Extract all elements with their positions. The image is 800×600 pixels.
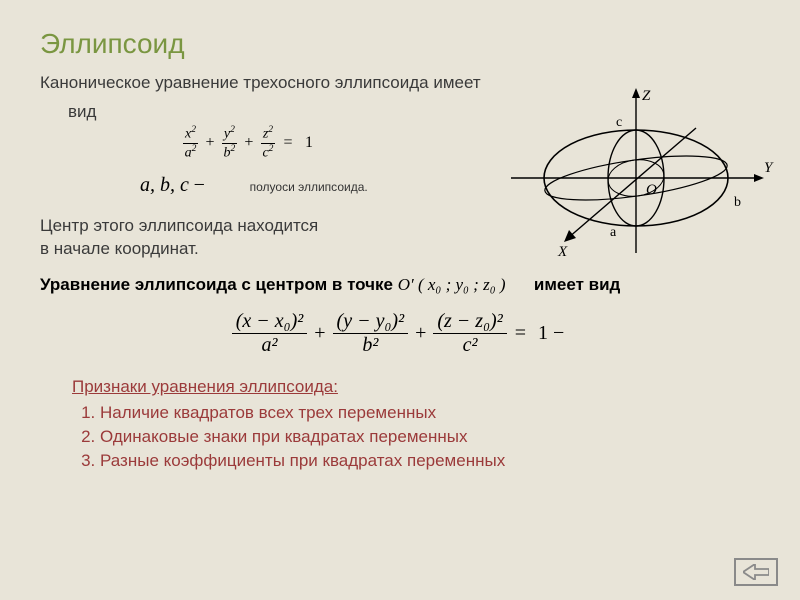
slide: Эллипсоид Каноническое уравнение трехосн… xyxy=(0,0,800,600)
eq2-term3: (z − z₀)² c² xyxy=(433,311,506,355)
plus-sign: + xyxy=(415,322,426,345)
semiaxes-vars: a, b, c xyxy=(140,174,189,196)
plus-sign: + xyxy=(244,134,253,152)
arrow-left-icon xyxy=(743,564,769,580)
sign-item-3: Разные коэффициенты при квадратах переме… xyxy=(100,449,760,473)
axis-y-label: Y xyxy=(764,160,774,176)
eq2-rhs: 1 − xyxy=(538,322,564,345)
eq1-term2: y2 b2 xyxy=(222,126,237,160)
b-label: b xyxy=(734,195,741,210)
shifted-equation-intro: Уравнение эллипсоида с центром в точке O… xyxy=(40,275,760,295)
ellipsoid-diagram: Z Y X O a b c xyxy=(496,78,776,278)
eq1-t2d: b xyxy=(224,145,231,160)
eq1-term1: x2 a2 xyxy=(183,126,198,160)
eq1-term3: z2 c2 xyxy=(261,126,275,160)
signs-title: Признаки уравнения эллипсоида: xyxy=(72,377,760,397)
origin-label: O xyxy=(646,182,657,198)
eq2-term2: (y − y₀)² b² xyxy=(333,311,409,355)
eq1-t1d: a xyxy=(185,145,192,160)
plus-sign: + xyxy=(205,134,214,152)
eq2-d1: a² xyxy=(232,334,308,355)
shifted-prefix: Уравнение эллипсоида с центром в точке xyxy=(40,275,398,294)
a-label: a xyxy=(610,225,617,240)
eq1-rhs: 1 xyxy=(305,134,313,152)
center-l1: Центр этого эллипсоида находится xyxy=(40,216,318,235)
axis-x-label: X xyxy=(557,244,568,260)
eq2-term1: (x − x₀)² a² xyxy=(232,311,308,355)
eq2-d2: b² xyxy=(333,334,409,355)
eq2-d3: c² xyxy=(433,334,506,355)
equals-sign: = xyxy=(515,322,526,345)
eq2-n3: (z − z₀)² xyxy=(433,311,506,334)
shifted-equation: (x − x₀)² a² + (y − y₀)² b² + (z − z₀)² … xyxy=(40,311,760,355)
shifted-suffix: имеет вид xyxy=(534,275,620,294)
center-l2: в начале координат. xyxy=(40,239,199,258)
axis-z-label: Z xyxy=(642,88,651,104)
c-label: c xyxy=(616,115,622,130)
page-title: Эллипсоид xyxy=(40,28,760,60)
plus-sign: + xyxy=(314,322,325,345)
sign-item-2: Одинаковые знаки при квадратах переменны… xyxy=(100,425,760,449)
signs-list: Наличие квадратов всех трех переменных О… xyxy=(100,401,760,472)
eq2-n1: (x − x₀)² xyxy=(232,311,308,334)
prev-slide-button[interactable] xyxy=(734,558,778,586)
sign-item-1: Наличие квадратов всех трех переменных xyxy=(100,401,760,425)
equals-sign: = xyxy=(284,134,293,152)
shifted-point: O′ ( x₀ ; y₀ ; z₀ ) xyxy=(398,275,506,294)
dash: − xyxy=(194,174,205,196)
semiaxes-label: полуоси эллипсоида. xyxy=(250,180,368,194)
eq2-n2: (y − y₀)² xyxy=(333,311,409,334)
